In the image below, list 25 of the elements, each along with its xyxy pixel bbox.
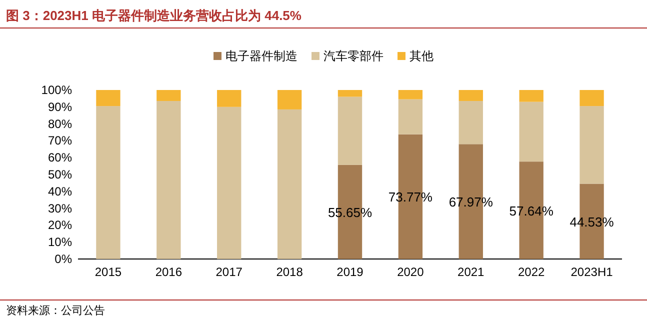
y-tick-label: 100% — [41, 83, 72, 97]
legend-label: 汽车零部件 — [324, 49, 384, 63]
x-tick-label: 2016 — [155, 265, 182, 279]
y-tick-label: 70% — [48, 134, 72, 148]
y-tick-label: 10% — [48, 235, 72, 250]
x-tick-label: 2017 — [216, 265, 243, 279]
x-tick-label: 2019 — [336, 265, 364, 279]
x-tick-label: 2018 — [276, 265, 304, 279]
y-tick-label: 60% — [48, 150, 72, 165]
x-tick-label: 2023H1 — [570, 265, 614, 279]
y-tick-label: 30% — [48, 201, 72, 216]
x-tick-label: 2021 — [458, 265, 485, 279]
x-tick-label: 2022 — [518, 265, 546, 279]
x-tick-label: 2020 — [397, 265, 424, 279]
title: 图 3：2023H1 电子器件制造业务营收占比为 44.5% — [6, 8, 302, 23]
y-tick-label: 20% — [48, 218, 72, 232]
legend-label: 其他 — [410, 49, 434, 63]
y-tick-label: 90% — [48, 100, 72, 114]
legend-label: 电子器件制造 — [226, 49, 298, 63]
y-tick-label: 80% — [48, 116, 72, 131]
x-tick-label: 2015 — [94, 265, 122, 279]
y-tick-label: 50% — [48, 168, 72, 182]
y-tick-label: 40% — [48, 184, 72, 198]
y-tick-label: 0% — [54, 252, 72, 266]
text: 资料来源：公司公告 — [6, 304, 105, 317]
